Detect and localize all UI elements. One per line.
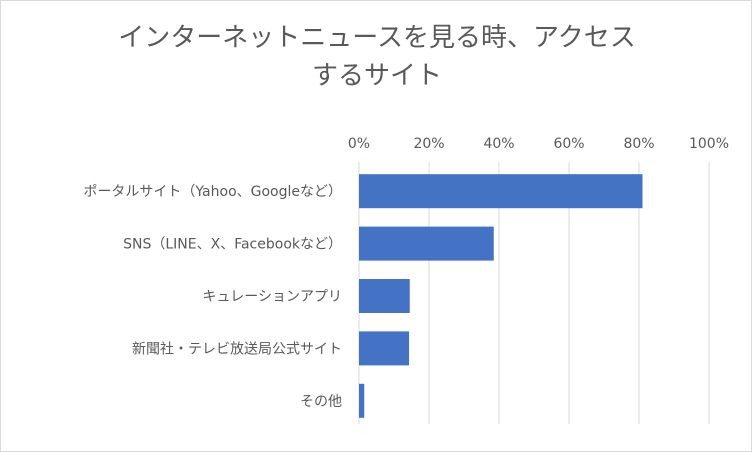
x-tick-label-3: 60% — [553, 136, 584, 152]
bar-3 — [359, 331, 410, 366]
chart-title: インターネットニュースを見る時、アクセス するサイト — [1, 19, 752, 95]
chart-title-line-1: インターネットニュースを見る時、アクセス — [118, 23, 636, 53]
category-label-3: 新聞社・テレビ放送局公式サイト — [132, 341, 342, 357]
bar-2 — [359, 279, 410, 313]
category-label-1: SNS（LINE、X、Facebookなど） — [123, 237, 342, 253]
category-label-4: その他 — [300, 394, 342, 410]
x-tick-label-1: 20% — [413, 136, 444, 152]
x-tick-label-2: 40% — [483, 136, 514, 152]
bar-1 — [359, 226, 494, 261]
category-label-2: キュレーションアプリ — [203, 289, 342, 305]
bar-0 — [359, 174, 643, 209]
chart-title-line-2: するサイト — [311, 61, 442, 91]
x-tick-label-4: 80% — [623, 136, 654, 152]
x-tick-label-0: 0% — [348, 136, 370, 152]
bar-4 — [359, 383, 365, 418]
category-label-0: ポータルサイト（Yahoo、Googleなど） — [83, 184, 342, 200]
x-tick-label-5: 100% — [689, 136, 729, 152]
